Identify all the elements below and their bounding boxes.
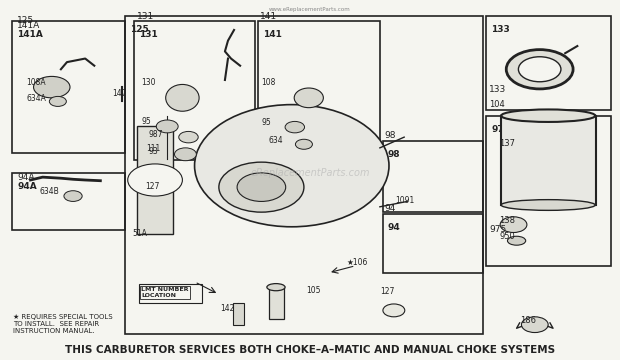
Bar: [12, 173, 125, 230]
Text: 108: 108: [262, 78, 276, 87]
Text: ★ REQUIRES SPECIAL TOOLS
TO INSTALL.  SEE REPAIR
INSTRUCTION MANUAL.: ★ REQUIRES SPECIAL TOOLS TO INSTALL. SEE…: [14, 314, 113, 334]
Text: 108A: 108A: [26, 78, 46, 87]
Text: 186: 186: [520, 316, 536, 325]
Text: 142: 142: [220, 304, 234, 313]
Circle shape: [521, 317, 548, 333]
Text: 1091: 1091: [395, 196, 414, 205]
Bar: [139, 284, 203, 303]
Text: 634A: 634A: [26, 94, 46, 103]
Text: 975: 975: [489, 225, 507, 234]
Text: 94A: 94A: [17, 182, 37, 191]
Bar: [486, 116, 611, 266]
Text: 95: 95: [141, 117, 151, 126]
Ellipse shape: [501, 109, 595, 122]
Text: eReplacementParts.com: eReplacementParts.com: [250, 168, 370, 178]
Circle shape: [237, 173, 286, 202]
Bar: [383, 141, 483, 212]
Circle shape: [50, 96, 66, 107]
Text: 125: 125: [17, 15, 34, 24]
Text: 130: 130: [141, 78, 156, 87]
Text: 105: 105: [306, 286, 321, 295]
Text: 98: 98: [385, 131, 396, 140]
Ellipse shape: [507, 236, 526, 245]
Text: 634: 634: [268, 136, 283, 145]
Text: 51A: 51A: [132, 229, 147, 238]
Text: 104: 104: [489, 100, 505, 109]
Circle shape: [64, 191, 82, 202]
Ellipse shape: [267, 284, 285, 291]
Bar: [125, 16, 483, 334]
Text: 93: 93: [149, 147, 159, 156]
Text: 141A: 141A: [17, 30, 43, 39]
Text: 950: 950: [500, 232, 515, 241]
Circle shape: [507, 50, 573, 89]
Circle shape: [179, 131, 198, 143]
Ellipse shape: [501, 200, 595, 210]
Text: 127: 127: [380, 287, 394, 296]
Bar: [383, 214, 483, 273]
Text: 141A: 141A: [17, 21, 40, 30]
Text: 131: 131: [137, 12, 154, 21]
Circle shape: [500, 217, 527, 233]
Bar: [259, 21, 380, 160]
Text: 94: 94: [385, 204, 396, 213]
Text: www.eReplacementParts.com: www.eReplacementParts.com: [269, 7, 351, 12]
Circle shape: [128, 164, 182, 196]
Circle shape: [383, 304, 405, 317]
Text: 147: 147: [113, 89, 127, 98]
Circle shape: [285, 121, 304, 133]
Text: 141: 141: [260, 12, 277, 21]
Text: 98: 98: [388, 150, 401, 159]
Text: 127: 127: [144, 182, 159, 191]
Text: THIS CARBURETOR SERVICES BOTH CHOKE–A–MATIC AND MANUAL CHOKE SYSTEMS: THIS CARBURETOR SERVICES BOTH CHOKE–A–MA…: [65, 345, 555, 355]
Bar: [502, 116, 596, 205]
Circle shape: [174, 148, 197, 161]
Bar: [268, 287, 284, 319]
Text: 111: 111: [146, 144, 160, 153]
Text: 125: 125: [130, 24, 148, 33]
Text: 141: 141: [264, 30, 282, 39]
Text: 133: 133: [489, 85, 507, 94]
Text: 133: 133: [491, 24, 510, 33]
Bar: [233, 303, 244, 325]
Text: LMT NUMBER
LOCATION: LMT NUMBER LOCATION: [141, 287, 188, 298]
Bar: [134, 21, 255, 160]
Circle shape: [518, 57, 561, 82]
Text: 94: 94: [388, 223, 401, 232]
Text: 634B: 634B: [40, 187, 60, 196]
Bar: [12, 21, 125, 153]
Text: 94A: 94A: [17, 173, 35, 182]
Circle shape: [295, 139, 312, 149]
Text: 975: 975: [491, 125, 510, 134]
Ellipse shape: [294, 88, 324, 108]
Ellipse shape: [195, 105, 389, 227]
Ellipse shape: [166, 85, 199, 111]
Text: 138: 138: [500, 216, 516, 225]
Circle shape: [156, 120, 178, 133]
Text: 131: 131: [139, 30, 157, 39]
Text: 95: 95: [262, 118, 271, 127]
Circle shape: [219, 162, 304, 212]
Bar: [486, 16, 611, 111]
Bar: [137, 126, 174, 234]
Circle shape: [33, 76, 70, 98]
Text: 987: 987: [149, 130, 164, 139]
Text: ★106: ★106: [347, 258, 368, 267]
Text: 137: 137: [500, 139, 516, 148]
